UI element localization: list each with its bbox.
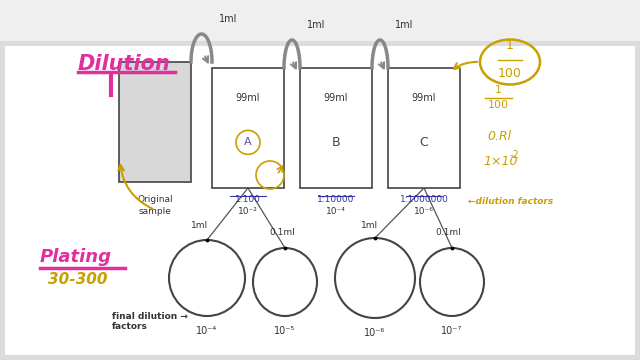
Text: 1: 1 — [506, 39, 514, 52]
Text: 100: 100 — [488, 100, 509, 110]
Text: 100: 100 — [498, 67, 522, 80]
Text: C: C — [420, 136, 428, 149]
Text: 1ml: 1ml — [395, 20, 413, 30]
Text: 99ml: 99ml — [324, 93, 348, 103]
Bar — [119, 62, 191, 182]
Text: 0.Rl: 0.Rl — [487, 130, 511, 143]
Bar — [5, 46, 635, 355]
Text: 1ml: 1ml — [219, 14, 237, 24]
Text: B: B — [332, 136, 340, 149]
Text: 1:100: 1:100 — [235, 195, 261, 204]
Text: 0.1ml: 0.1ml — [435, 228, 461, 237]
Text: 1ml: 1ml — [191, 221, 209, 230]
Text: 10⁻⁵: 10⁻⁵ — [275, 326, 296, 336]
Text: 10⁻²: 10⁻² — [238, 207, 258, 216]
Bar — [212, 68, 284, 188]
Text: 1×10: 1×10 — [483, 155, 518, 168]
Text: 10⁻⁴: 10⁻⁴ — [326, 207, 346, 216]
Bar — [300, 68, 372, 188]
Text: Plating: Plating — [40, 248, 112, 266]
Text: ←dilution factors: ←dilution factors — [468, 197, 553, 206]
Text: A: A — [244, 138, 252, 147]
Text: 1:10000: 1:10000 — [317, 195, 355, 204]
Text: 10⁻⁷: 10⁻⁷ — [442, 326, 463, 336]
Text: final dilution →
factors: final dilution → factors — [112, 312, 188, 332]
Bar — [0, 0, 640, 41]
Text: Original: Original — [137, 195, 173, 204]
Bar — [388, 68, 460, 188]
Text: 99ml: 99ml — [236, 93, 260, 103]
Text: 1ml: 1ml — [307, 20, 325, 30]
Ellipse shape — [253, 248, 317, 316]
Text: 1:1000000: 1:1000000 — [399, 195, 449, 204]
Text: 99ml: 99ml — [412, 93, 436, 103]
Text: -2: -2 — [510, 150, 520, 160]
Text: 1ml: 1ml — [362, 221, 379, 230]
Text: 10⁻⁶: 10⁻⁶ — [364, 328, 386, 338]
Text: 1: 1 — [495, 85, 502, 95]
Ellipse shape — [420, 248, 484, 316]
Text: 0.1ml: 0.1ml — [269, 228, 295, 237]
Text: 10⁻⁴: 10⁻⁴ — [196, 326, 218, 336]
Text: 30-300: 30-300 — [48, 272, 108, 287]
Ellipse shape — [169, 240, 245, 316]
Ellipse shape — [335, 238, 415, 318]
Text: Dilution: Dilution — [78, 54, 171, 74]
Text: 10⁻⁶: 10⁻⁶ — [414, 207, 434, 216]
Text: sample: sample — [139, 207, 172, 216]
